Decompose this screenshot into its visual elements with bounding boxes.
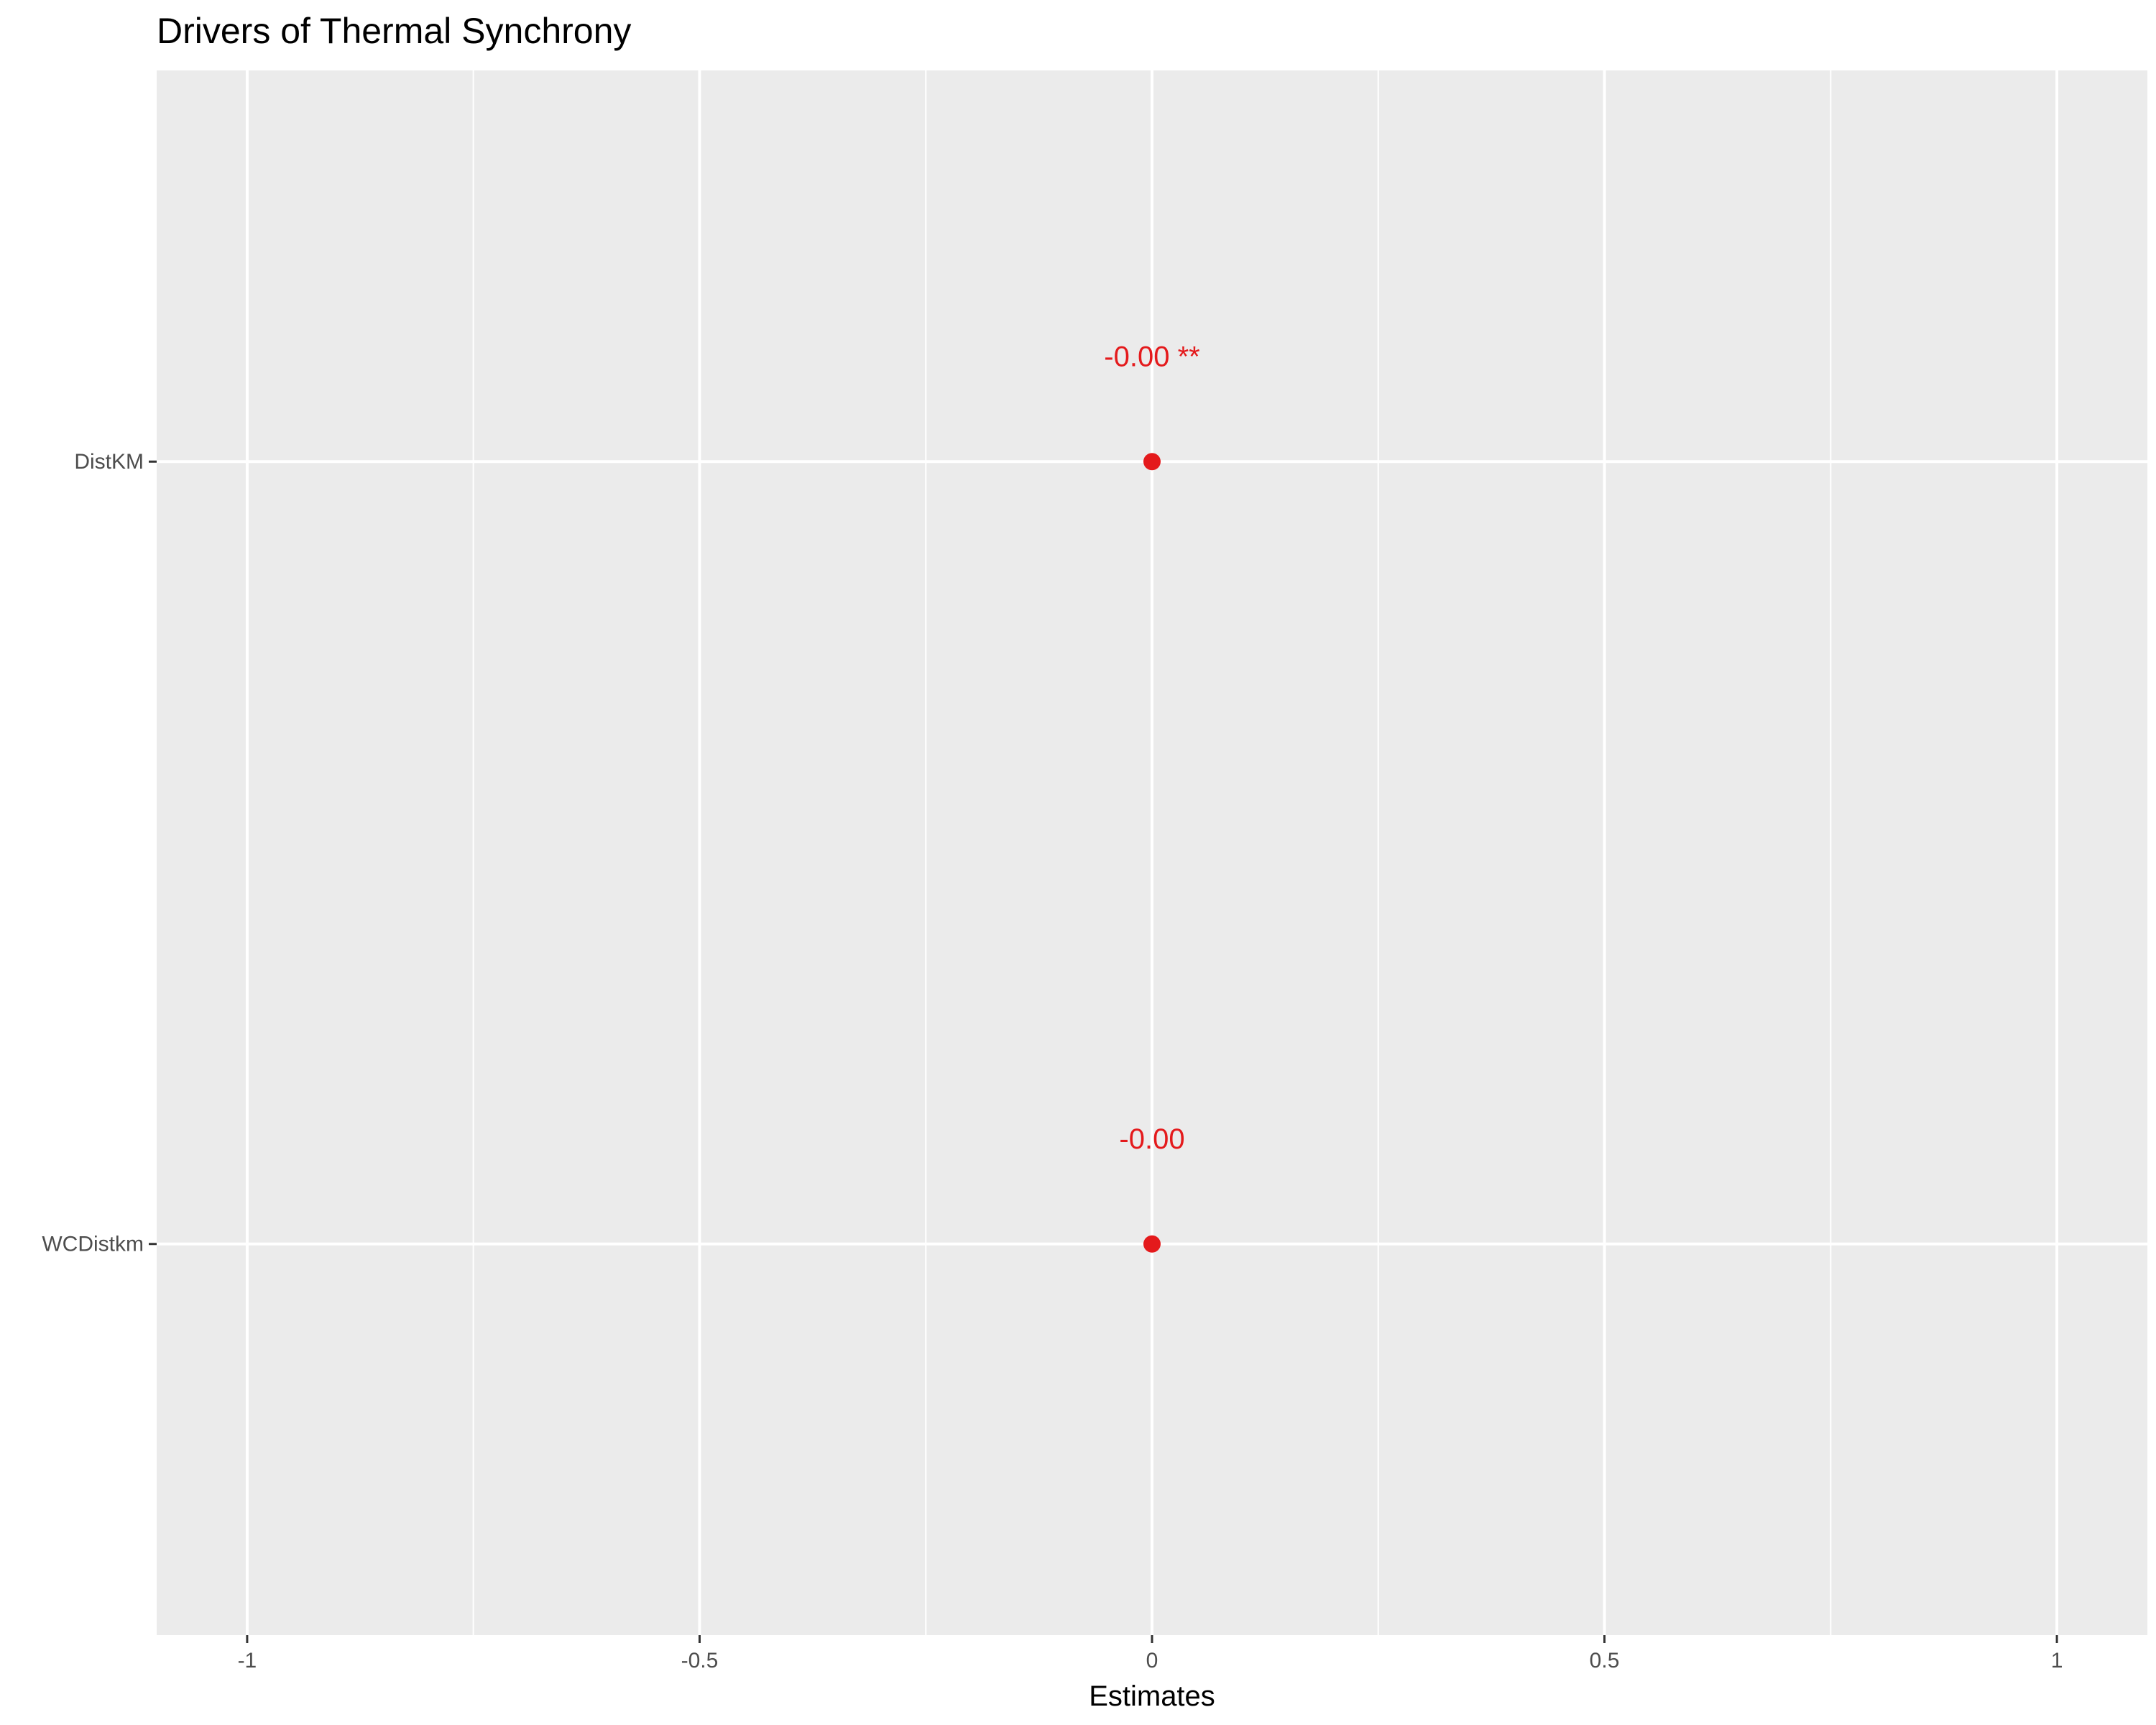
x-tick-label: 0.5 (1590, 1649, 1620, 1673)
x-axis-title: Estimates (1089, 1680, 1215, 1712)
data-point-WCDistkm (1143, 1235, 1161, 1253)
y-tick-label: DistKM (74, 450, 144, 474)
minor-gridlines (472, 70, 1832, 1635)
chart-title: Drivers of Thermal Synchrony (157, 11, 631, 51)
x-tick-label: 1 (2051, 1649, 2063, 1673)
y-axis: DistKM WCDistkm (42, 450, 157, 1256)
x-axis: -1 -0.5 0 0.5 1 (238, 1635, 2063, 1673)
y-tick-label: WCDistkm (42, 1232, 144, 1256)
x-tick-label: 0 (1146, 1649, 1158, 1673)
data-label-DistKM: -0.00 ** (1104, 341, 1199, 372)
data-label-WCDistkm: -0.00 (1119, 1123, 1184, 1155)
x-tick-label: -1 (238, 1649, 257, 1673)
data-point-DistKM (1143, 453, 1161, 471)
data-points: -0.00 ** -0.00 (1104, 341, 1200, 1253)
x-tick-label: -0.5 (681, 1649, 719, 1673)
